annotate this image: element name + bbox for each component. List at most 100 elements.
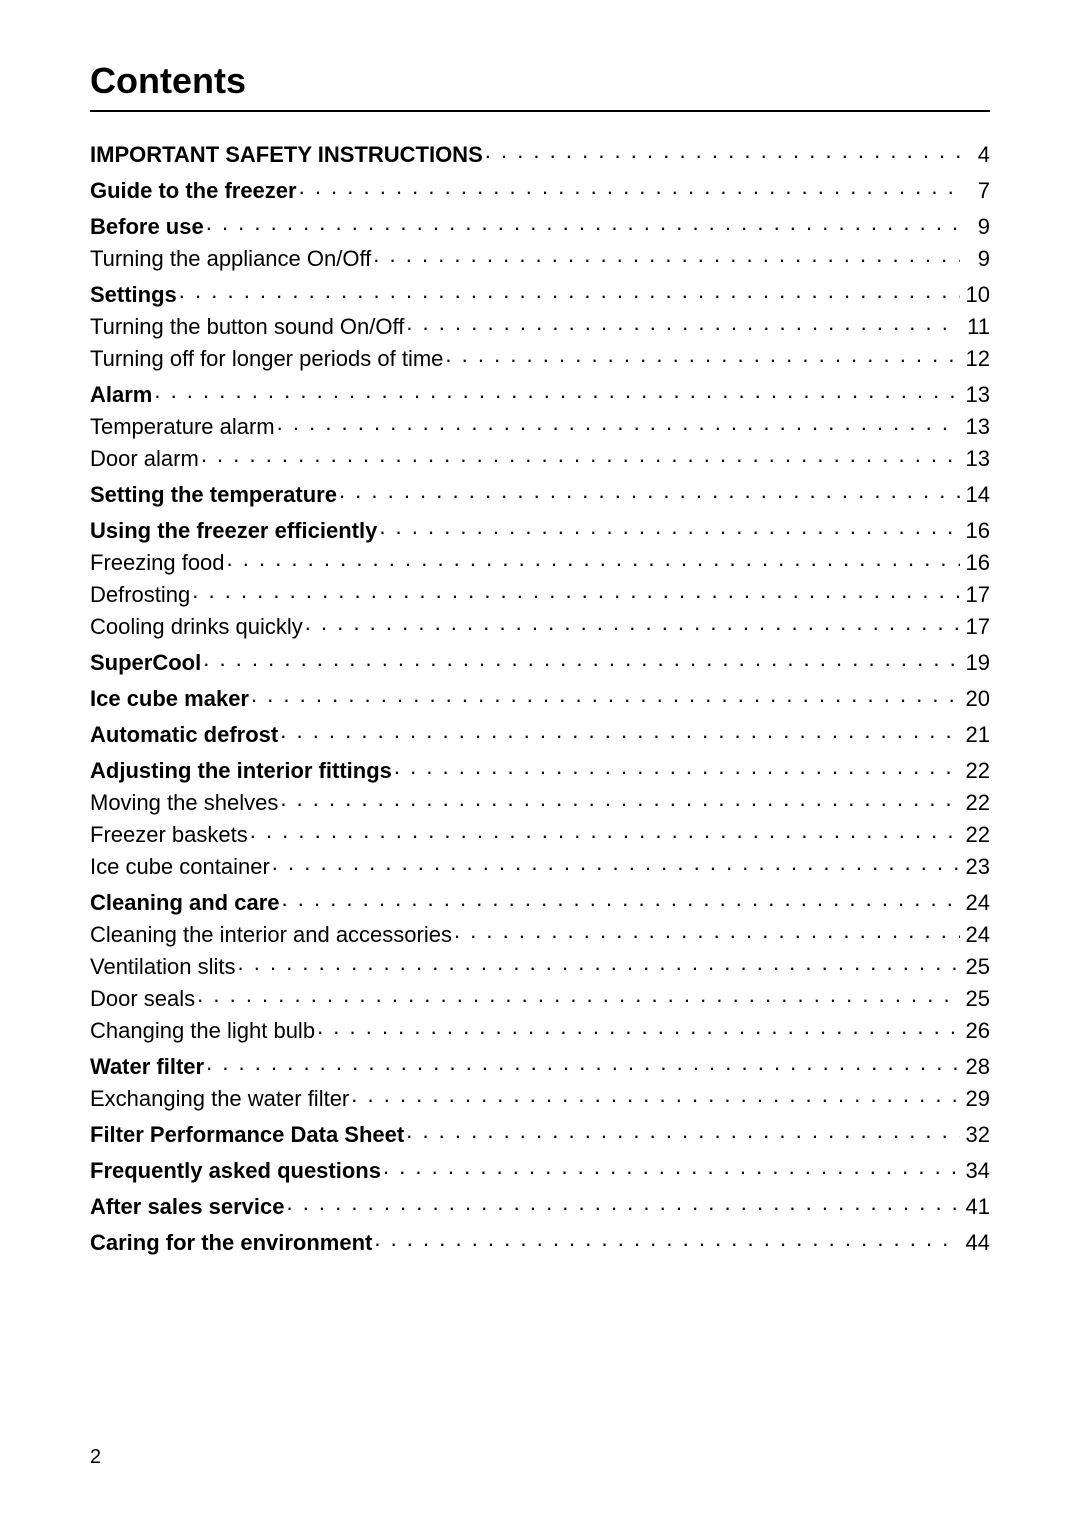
toc-leader-dots bbox=[351, 1084, 960, 1106]
toc-page-number: 13 bbox=[962, 416, 990, 438]
toc-label: After sales service bbox=[90, 1196, 284, 1218]
toc-entry: Moving the shelves 22 bbox=[90, 788, 990, 814]
toc-page-number: 11 bbox=[962, 316, 990, 338]
toc-page-number: 25 bbox=[962, 988, 990, 1010]
toc-label: Settings bbox=[90, 284, 177, 306]
toc-label: Temperature alarm bbox=[90, 416, 275, 438]
toc-label: Turning the appliance On/Off bbox=[90, 248, 371, 270]
toc-entry: Ice cube maker 20 bbox=[90, 684, 990, 710]
toc-leader-dots bbox=[373, 244, 960, 266]
toc-label: Frequently asked questions bbox=[90, 1160, 381, 1182]
toc-label: Changing the light bulb bbox=[90, 1020, 315, 1042]
toc-leader-dots bbox=[280, 720, 960, 742]
toc-page-number: 13 bbox=[962, 384, 990, 406]
toc-entry: Freezing food16 bbox=[90, 548, 990, 574]
toc-page-number: 16 bbox=[962, 520, 990, 542]
toc-label: Ice cube maker bbox=[90, 688, 249, 710]
toc-entry: Adjusting the interior fittings22 bbox=[90, 756, 990, 782]
toc-leader-dots bbox=[317, 1016, 960, 1038]
toc-entry: Before use9 bbox=[90, 212, 990, 238]
toc-page-number: 9 bbox=[962, 216, 990, 238]
toc-entry: Turning the button sound On/Off 11 bbox=[90, 312, 990, 338]
toc-group: Guide to the freezer7 bbox=[90, 176, 990, 202]
toc-label: Automatic defrost bbox=[90, 724, 278, 746]
toc-label: Defrosting bbox=[90, 584, 190, 606]
toc-label: Setting the temperature bbox=[90, 484, 337, 506]
toc-entry: Automatic defrost 21 bbox=[90, 720, 990, 746]
toc-entry: Ice cube container23 bbox=[90, 852, 990, 878]
toc-entry: Cleaning the interior and accessories24 bbox=[90, 920, 990, 946]
toc-entry: Changing the light bulb 26 bbox=[90, 1016, 990, 1042]
table-of-contents: IMPORTANT SAFETY INSTRUCTIONS 4 Guide to t… bbox=[90, 140, 990, 1254]
toc-label: Turning the button sound On/Off bbox=[90, 316, 404, 338]
toc-label: Cleaning and care bbox=[90, 892, 280, 914]
toc-leader-dots bbox=[201, 444, 960, 466]
toc-entry: Turning off for longer periods of time 12 bbox=[90, 344, 990, 370]
toc-group: Adjusting the interior fittings22Moving … bbox=[90, 756, 990, 878]
toc-page-number: 12 bbox=[962, 348, 990, 370]
toc-label: IMPORTANT SAFETY INSTRUCTIONS bbox=[90, 144, 483, 166]
toc-entry: Temperature alarm 13 bbox=[90, 412, 990, 438]
toc-group: Automatic defrost 21 bbox=[90, 720, 990, 746]
toc-leader-dots bbox=[286, 1192, 960, 1214]
toc-leader-dots bbox=[394, 756, 960, 778]
toc-page-number: 28 bbox=[962, 1056, 990, 1078]
toc-group: Settings 10 Turning the button sound On/Of… bbox=[90, 280, 990, 370]
toc-label: Turning off for longer periods of time bbox=[90, 348, 443, 370]
toc-label: Cooling drinks quickly bbox=[90, 616, 303, 638]
toc-page-number: 32 bbox=[962, 1124, 990, 1146]
toc-group: SuperCool19 bbox=[90, 648, 990, 674]
toc-group: Setting the temperature 14 bbox=[90, 480, 990, 506]
heading-rule bbox=[90, 110, 990, 112]
toc-label: Using the freezer efficiently bbox=[90, 520, 377, 542]
toc-group: Before use9 Turning the appliance On/Off 9 bbox=[90, 212, 990, 270]
toc-entry: Door alarm13 bbox=[90, 444, 990, 470]
toc-leader-dots bbox=[250, 820, 960, 842]
toc-group: Water filter28Exchanging the water filte… bbox=[90, 1052, 990, 1110]
toc-entry: Defrosting17 bbox=[90, 580, 990, 606]
toc-entry: Freezer baskets22 bbox=[90, 820, 990, 846]
page-container: Contents IMPORTANT SAFETY INSTRUCTIONS4G… bbox=[0, 0, 1080, 1304]
toc-page-number: 14 bbox=[962, 484, 990, 506]
toc-label: Cleaning the interior and accessories bbox=[90, 924, 452, 946]
toc-label: Adjusting the interior fittings bbox=[90, 760, 392, 782]
toc-group: Frequently asked questions 34 bbox=[90, 1156, 990, 1182]
toc-leader-dots bbox=[305, 612, 960, 634]
toc-leader-dots bbox=[154, 380, 960, 402]
toc-page-number: 34 bbox=[962, 1160, 990, 1182]
toc-page-number: 22 bbox=[962, 792, 990, 814]
toc-leader-dots bbox=[206, 212, 960, 234]
toc-entry: Using the freezer efficiently 16 bbox=[90, 516, 990, 542]
toc-entry: Filter Performance Data Sheet32 bbox=[90, 1120, 990, 1146]
toc-label: Door seals bbox=[90, 988, 195, 1010]
toc-page-number: 10 bbox=[962, 284, 990, 306]
toc-label: Ice cube container bbox=[90, 856, 270, 878]
toc-page-number: 17 bbox=[962, 616, 990, 638]
toc-label: Exchanging the water filter bbox=[90, 1088, 349, 1110]
toc-leader-dots bbox=[379, 516, 960, 538]
toc-leader-dots bbox=[406, 312, 960, 334]
toc-label: Guide to the freezer bbox=[90, 180, 297, 202]
toc-group: Filter Performance Data Sheet32 bbox=[90, 1120, 990, 1146]
toc-label: SuperCool bbox=[90, 652, 201, 674]
toc-page-number: 20 bbox=[962, 688, 990, 710]
toc-label: Door alarm bbox=[90, 448, 199, 470]
toc-leader-dots bbox=[227, 548, 960, 570]
toc-entry: Exchanging the water filter29 bbox=[90, 1084, 990, 1110]
toc-page-number: 21 bbox=[962, 724, 990, 746]
toc-page-number: 25 bbox=[962, 956, 990, 978]
toc-label: Moving the shelves bbox=[90, 792, 278, 814]
toc-page-number: 4 bbox=[962, 144, 990, 166]
toc-page-number: 26 bbox=[962, 1020, 990, 1042]
toc-leader-dots bbox=[272, 852, 960, 874]
toc-entry: Door seals 25 bbox=[90, 984, 990, 1010]
toc-group: Cleaning and care24Cleaning the interior… bbox=[90, 888, 990, 1042]
toc-entry: Settings 10 bbox=[90, 280, 990, 306]
toc-group: Ice cube maker 20 bbox=[90, 684, 990, 710]
toc-entry: Caring for the environment44 bbox=[90, 1228, 990, 1254]
toc-leader-dots bbox=[339, 480, 960, 502]
toc-leader-dots bbox=[406, 1120, 960, 1142]
toc-entry: Setting the temperature 14 bbox=[90, 480, 990, 506]
toc-group: After sales service41 bbox=[90, 1192, 990, 1218]
toc-entry: IMPORTANT SAFETY INSTRUCTIONS 4 bbox=[90, 140, 990, 166]
